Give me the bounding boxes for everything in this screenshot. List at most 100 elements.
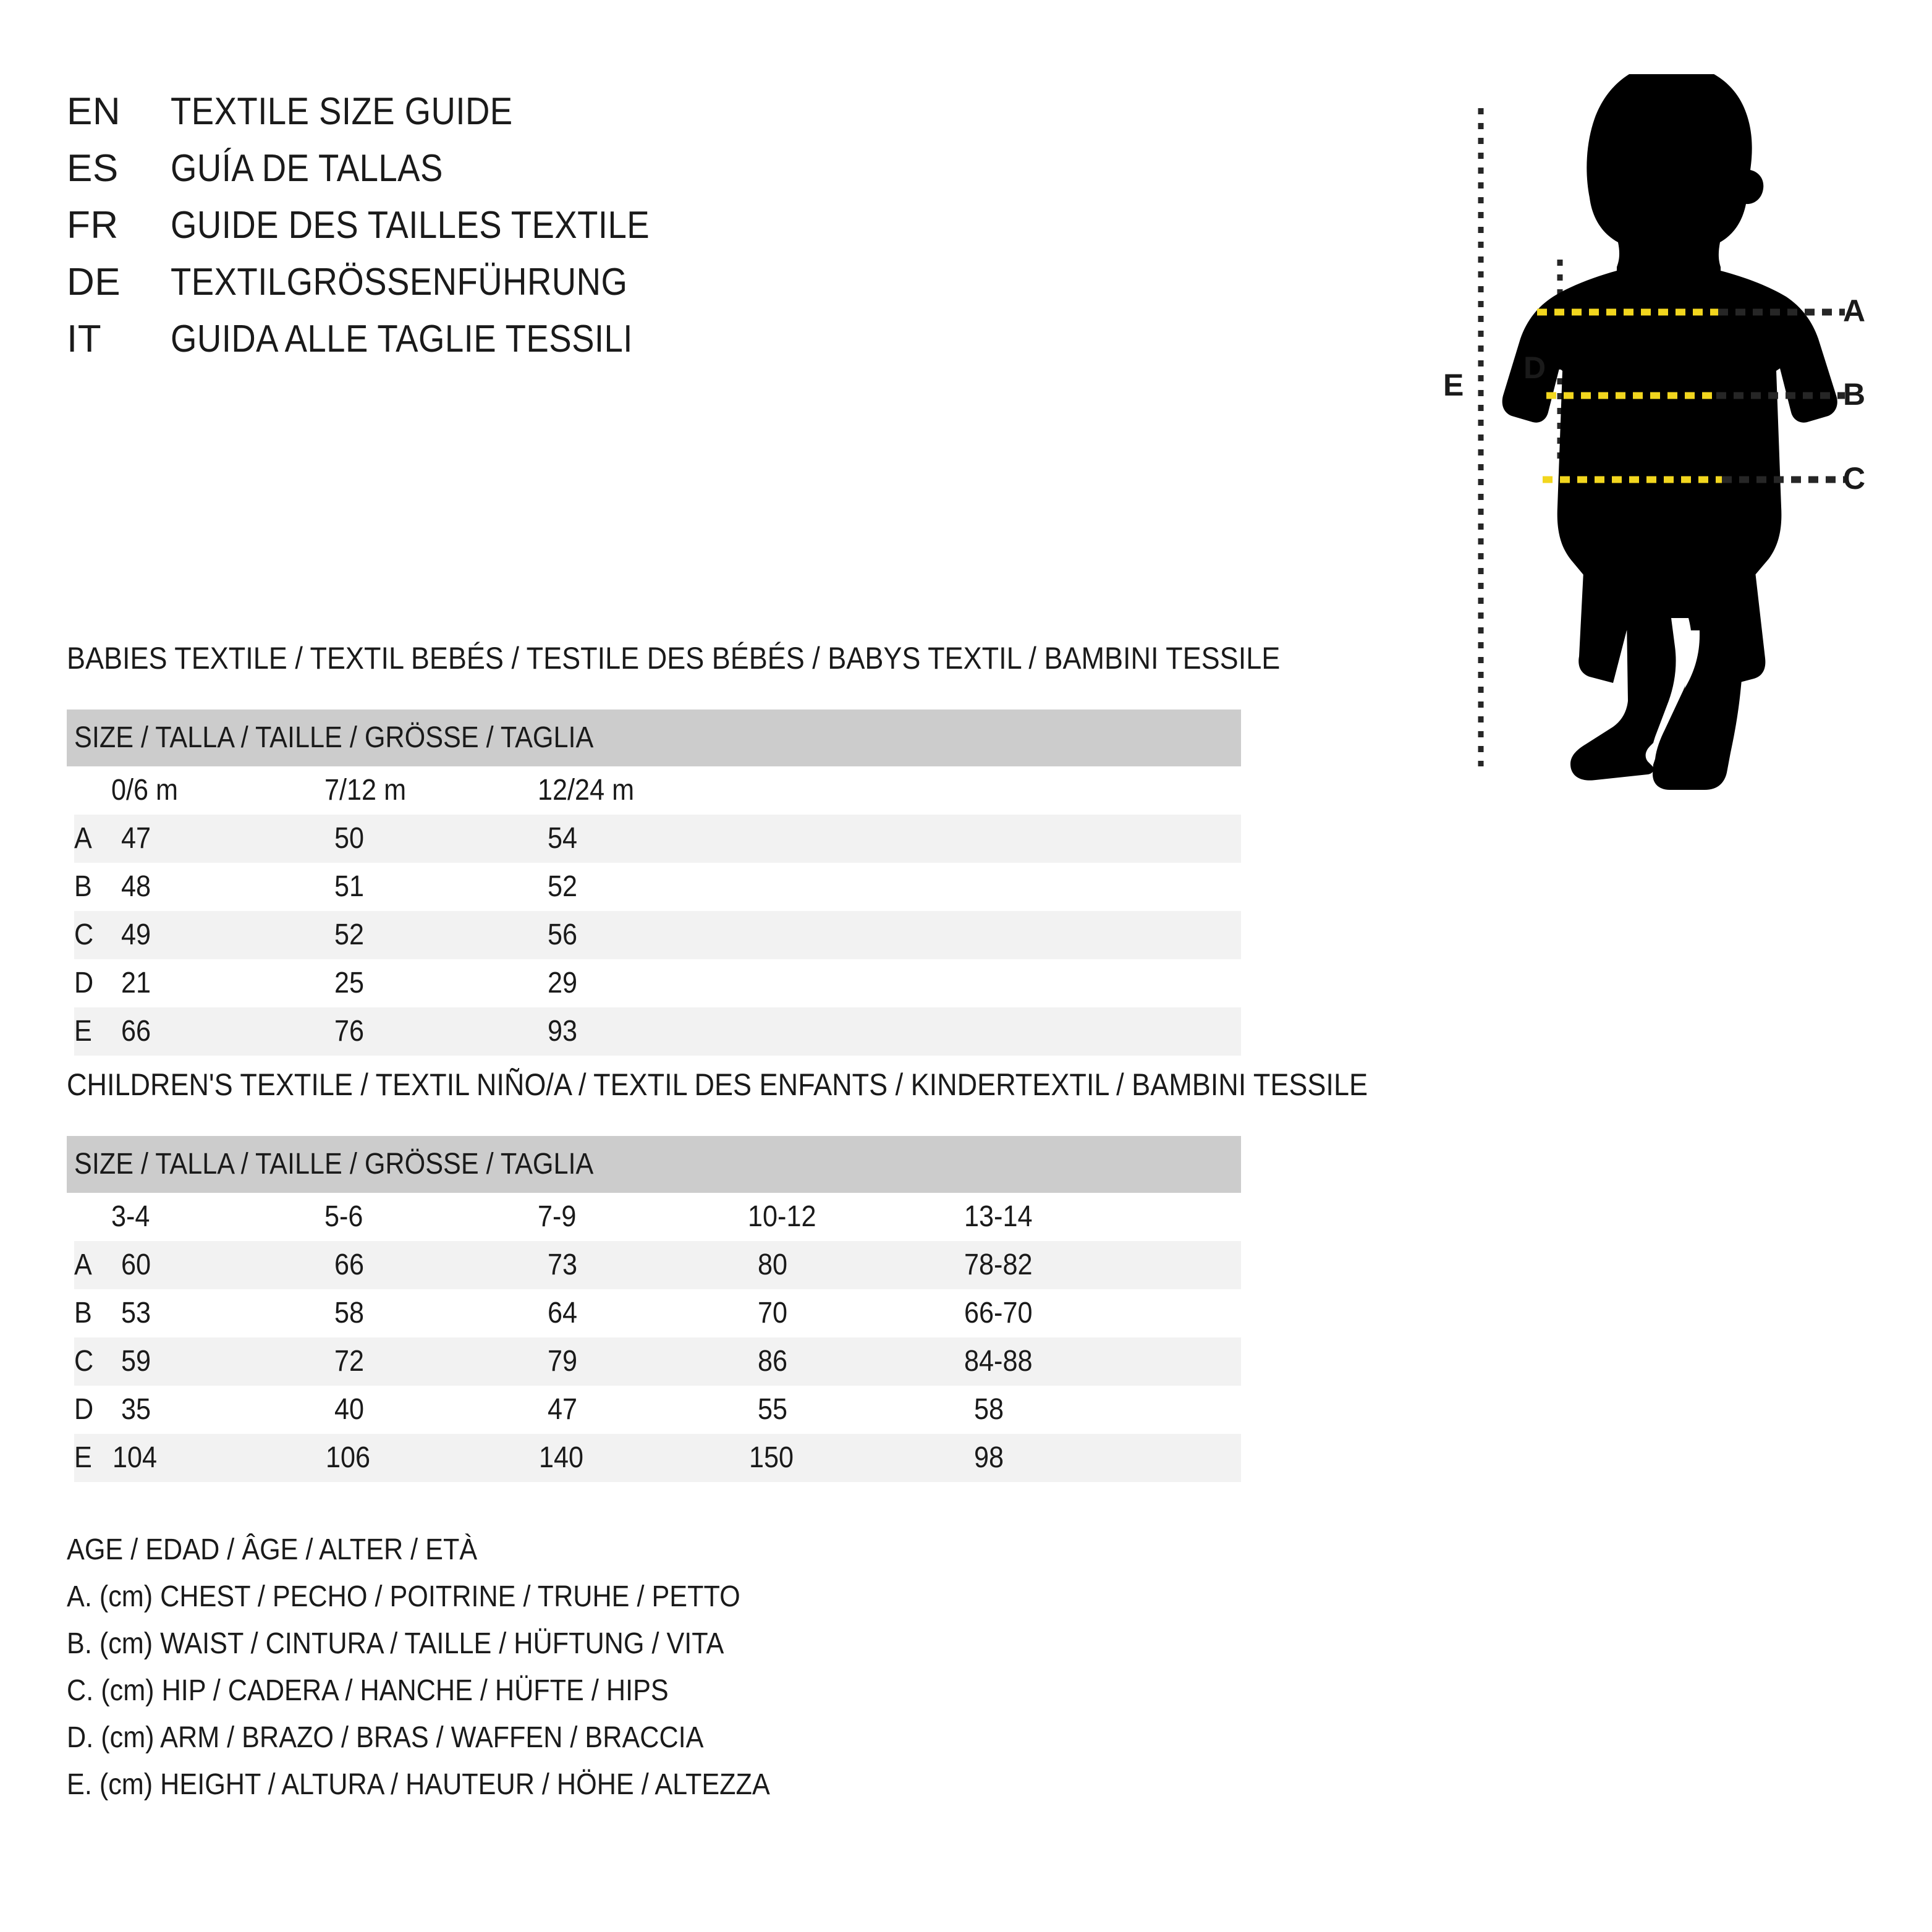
babies-column-header-row: 0/6 m 7/12 m 12/24 m	[74, 766, 1241, 815]
children-cell-c-0: 59	[121, 1345, 151, 1378]
children-cell-c-2: 79	[548, 1345, 578, 1378]
legend-item-a: A. (cm) CHEST / PECHO / POITRINE / TRUHE…	[67, 1580, 740, 1613]
babies-cell-d-0: 21	[121, 967, 151, 999]
table-row: B 53 58 64 70 66-70	[74, 1289, 1241, 1337]
babies-size-header-label: SIZE / TALLA / TAILLE / GRÖSSE / TAGLIA	[74, 721, 594, 754]
children-cell-a-1: 66	[334, 1248, 365, 1281]
figure-label-a: A	[1843, 294, 1866, 328]
children-cell-b-4: 66-70	[964, 1297, 1033, 1329]
children-cell-e-4: 98	[974, 1441, 1004, 1474]
babies-row-label-e: E	[74, 1015, 92, 1048]
measurement-figure: A B C D E	[1409, 74, 1928, 803]
children-column-header-row: 3-4 5-6 7-9 10-12 13-14	[74, 1193, 1241, 1241]
babies-cell-a-2: 54	[548, 822, 578, 855]
legend-item-d: D. (cm) ARM / BRAZO / BRAS / WAFFEN / BR…	[67, 1721, 704, 1754]
language-title-block: EN TEXTILE SIZE GUIDE ES GUÍA DE TALLAS …	[67, 93, 715, 377]
babies-cell-a-1: 50	[334, 822, 365, 855]
babies-col-1: 7/12 m	[324, 774, 407, 807]
child-silhouette	[1502, 74, 1837, 790]
silhouette-diagram	[1478, 74, 1845, 790]
babies-cell-b-1: 51	[334, 870, 365, 903]
children-col-4: 13-14	[964, 1200, 1033, 1233]
babies-row-label-a: A	[74, 822, 92, 855]
babies-cell-d-2: 29	[548, 967, 578, 999]
children-cell-c-4: 84-88	[964, 1345, 1033, 1378]
babies-cell-e-0: 66	[121, 1015, 151, 1048]
children-cell-a-4: 78-82	[964, 1248, 1033, 1281]
figure-label-c: C	[1843, 461, 1866, 496]
language-row-es: ES GUÍA DE TALLAS	[67, 150, 715, 206]
children-col-2: 7-9	[538, 1200, 577, 1233]
children-cell-d-0: 35	[121, 1393, 151, 1426]
children-row-label-a: A	[74, 1248, 92, 1281]
children-cell-b-1: 58	[334, 1297, 365, 1329]
children-cell-e-0: 104	[112, 1441, 158, 1474]
children-cell-d-3: 55	[758, 1393, 788, 1426]
legend-item-c: C. (cm) HIP / CADERA / HANCHE / HÜFTE / …	[67, 1674, 669, 1707]
babies-row-label-b: B	[74, 870, 92, 903]
measurement-legend: AGE / EDAD / ÂGE / ALTER / ETÀ A. (cm) C…	[67, 1527, 848, 1808]
babies-section-heading: BABIES TEXTILE / TEXTIL BEBÉS / TESTILE …	[67, 641, 1281, 676]
table-row: E 66 76 93	[74, 1007, 1241, 1056]
children-row-label-b: B	[74, 1297, 92, 1329]
children-row-label-d: D	[74, 1393, 94, 1426]
language-code-fr: FR	[67, 204, 119, 247]
babies-size-table: SIZE / TALLA / TAILLE / GRÖSSE / TAGLIA …	[67, 710, 1241, 1056]
legend-age-line: AGE / EDAD / ÂGE / ALTER / ETÀ	[67, 1533, 478, 1566]
children-cell-d-2: 47	[548, 1393, 578, 1426]
language-title-it: GUIDA ALLE TAGLIE TESSILI	[171, 318, 633, 360]
figure-label-b: B	[1843, 377, 1866, 412]
children-cell-a-0: 60	[121, 1248, 151, 1281]
language-title-en: TEXTILE SIZE GUIDE	[171, 90, 513, 133]
children-cell-e-3: 150	[749, 1441, 794, 1474]
table-row: A 60 66 73 80 78-82	[74, 1241, 1241, 1289]
figure-label-e: E	[1443, 368, 1464, 402]
children-cell-a-3: 80	[758, 1248, 788, 1281]
legend-item-b: B. (cm) WAIST / CINTURA / TAILLE / HÜFTU…	[67, 1627, 724, 1660]
babies-col-2: 12/24 m	[538, 774, 635, 807]
children-col-3: 10-12	[748, 1200, 816, 1233]
children-col-1: 5-6	[324, 1200, 363, 1233]
table-row: B 48 51 52	[74, 863, 1241, 911]
children-table-header-bar: SIZE / TALLA / TAILLE / GRÖSSE / TAGLIA	[67, 1136, 1241, 1193]
children-cell-d-4: 58	[974, 1393, 1004, 1426]
children-cell-a-2: 73	[548, 1248, 578, 1281]
language-row-en: EN TEXTILE SIZE GUIDE	[67, 93, 715, 150]
babies-cell-b-0: 48	[121, 870, 151, 903]
language-row-fr: FR GUIDE DES TAILLES TEXTILE	[67, 206, 715, 263]
language-code-de: DE	[67, 261, 121, 303]
children-section-heading: CHILDREN'S TEXTILE / TEXTIL NIÑO/A / TEX…	[67, 1067, 1368, 1102]
table-row: A 47 50 54	[74, 815, 1241, 863]
children-cell-b-0: 53	[121, 1297, 151, 1329]
babies-col-0: 0/6 m	[111, 774, 179, 807]
children-cell-e-2: 140	[539, 1441, 584, 1474]
children-size-table: SIZE / TALLA / TAILLE / GRÖSSE / TAGLIA …	[67, 1136, 1241, 1482]
table-row: C 49 52 56	[74, 911, 1241, 959]
table-row: D 21 25 29	[74, 959, 1241, 1007]
table-row: D 35 40 47 55 58	[74, 1386, 1241, 1434]
table-row: C 59 72 79 86 84-88	[74, 1337, 1241, 1386]
children-cell-d-1: 40	[334, 1393, 365, 1426]
language-row-de: DE TEXTILGRÖSSENFÜHRUNG	[67, 263, 715, 320]
children-col-0: 3-4	[111, 1200, 150, 1233]
figure-label-d: D	[1523, 350, 1546, 385]
children-cell-c-3: 86	[758, 1345, 788, 1378]
language-code-it: IT	[67, 318, 102, 360]
legend-item-e: E. (cm) HEIGHT / ALTURA / HAUTEUR / HÖHE…	[67, 1768, 770, 1801]
table-row: E 104 106 140 150 98	[74, 1434, 1241, 1482]
children-cell-b-2: 64	[548, 1297, 578, 1329]
babies-cell-c-2: 56	[548, 918, 578, 951]
babies-cell-e-1: 76	[334, 1015, 365, 1048]
children-cell-c-1: 72	[334, 1345, 365, 1378]
children-cell-b-3: 70	[758, 1297, 788, 1329]
language-title-de: TEXTILGRÖSSENFÜHRUNG	[171, 261, 628, 303]
children-row-label-e: E	[74, 1441, 92, 1474]
babies-row-label-c: C	[74, 918, 94, 951]
babies-table-header-bar: SIZE / TALLA / TAILLE / GRÖSSE / TAGLIA	[67, 710, 1241, 766]
babies-cell-c-0: 49	[121, 918, 151, 951]
babies-cell-d-1: 25	[334, 967, 365, 999]
babies-cell-a-0: 47	[121, 822, 151, 855]
babies-cell-b-2: 52	[548, 870, 578, 903]
babies-cell-c-1: 52	[334, 918, 365, 951]
